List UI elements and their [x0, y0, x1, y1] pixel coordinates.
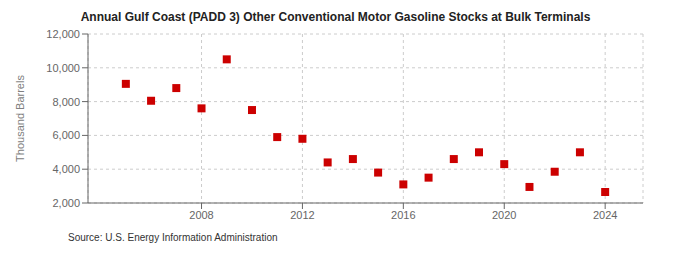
- svg-text:6,000: 6,000: [52, 129, 80, 141]
- svg-text:2012: 2012: [290, 209, 314, 221]
- svg-text:2020: 2020: [492, 209, 516, 221]
- svg-text:12,000: 12,000: [46, 28, 80, 40]
- svg-text:2016: 2016: [391, 209, 415, 221]
- svg-text:2024: 2024: [593, 209, 617, 221]
- svg-text:10,000: 10,000: [46, 62, 80, 74]
- svg-text:4,000: 4,000: [52, 163, 80, 175]
- svg-text:2008: 2008: [189, 209, 213, 221]
- svg-text:2,000: 2,000: [52, 197, 80, 209]
- svg-text:8,000: 8,000: [52, 96, 80, 108]
- svg-text:Thousand Barrels: Thousand Barrels: [14, 75, 26, 162]
- html-text:Annual Gulf Coast (PADD 3) Oth: Annual Gulf Coast (PADD 3) Other Convent…: [80, 10, 591, 24]
- html-text:Source: U.S. Energy Informatio: Source: U.S. Energy Information Administ…: [68, 232, 278, 243]
